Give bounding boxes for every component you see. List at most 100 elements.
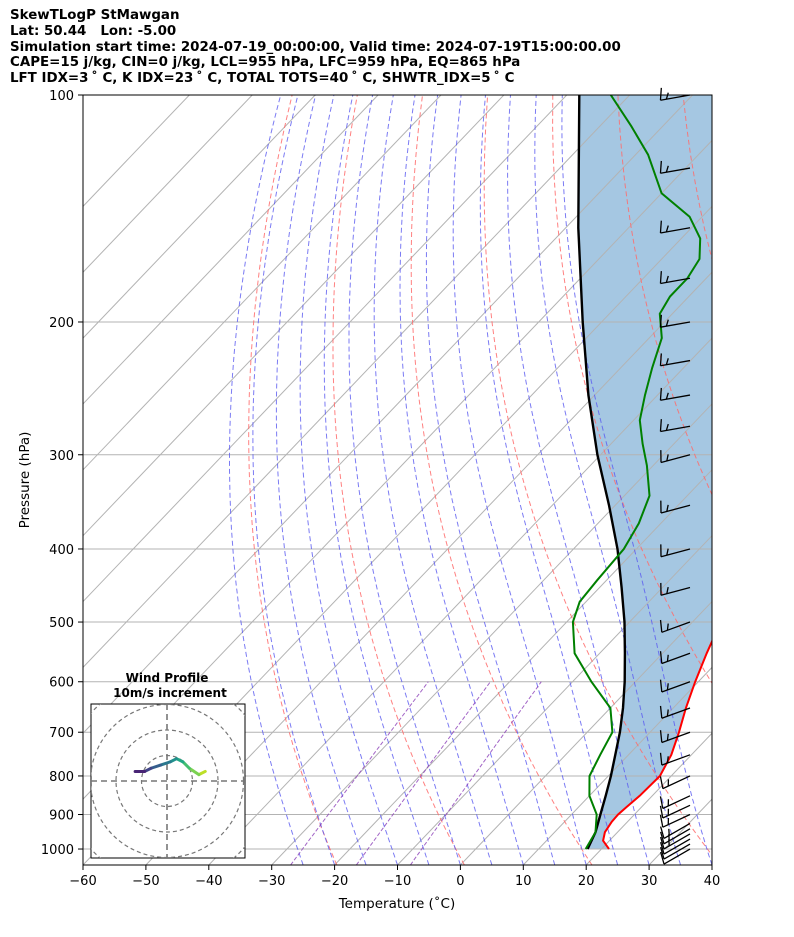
wind-barb-staff [663, 822, 691, 840]
wind-barb [659, 838, 691, 855]
wind-barb-staff [660, 504, 691, 514]
wind-barb [659, 387, 691, 401]
moist-adiabat [229, 95, 304, 865]
wind-barb-flag [659, 752, 663, 766]
moist-adiabat [348, 95, 461, 865]
isotherm-gridline [145, 271, 712, 865]
isotherm-gridline [83, 95, 693, 734]
x-axis-label: Temperature (˚C) [338, 895, 456, 912]
wind-barb-flag [665, 92, 669, 100]
wind-barb-flag [665, 319, 669, 327]
mixing-ratio-line [355, 681, 491, 865]
wind-barb-flag [659, 220, 662, 234]
wind-barb-staff [663, 828, 691, 845]
x-tick-label: 10 [515, 874, 532, 889]
wind-barb-flag [665, 358, 669, 365]
moist-adiabat [323, 95, 430, 865]
wind-barb [660, 582, 691, 596]
chart-header: SkewTLogP StMawgan Lat: 50.44 Lon: -5.00… [10, 8, 621, 87]
wind-barb-staff [660, 454, 691, 464]
wind-barb-flag [666, 733, 669, 741]
temperature-line [602, 639, 712, 850]
wind-barb [659, 730, 691, 744]
y-tick-label: 500 [49, 616, 74, 631]
isotherm-gridline [83, 95, 568, 603]
x-tick-label: −60 [69, 874, 96, 889]
wind-barb-staff [661, 731, 691, 744]
wind-barb-flag [659, 314, 662, 328]
wind-barb-staff [660, 359, 691, 367]
moist-adiabat [425, 95, 556, 865]
moist-adiabat [275, 95, 367, 865]
wind-barb [659, 651, 691, 665]
wind-barb-staff [661, 652, 691, 665]
dry-adiabat [617, 95, 712, 496]
wind-barb-flag [659, 87, 662, 101]
moist-adiabat [452, 95, 587, 865]
isotherm-gridline [83, 95, 379, 405]
wind-barb [659, 220, 691, 234]
wind-barb-flag [659, 841, 665, 855]
wind-barb-staff [660, 394, 691, 401]
x-tick-label: 20 [578, 874, 595, 889]
wind-barb-flag [665, 165, 669, 173]
y-axis-label: Pressure (hPa) [17, 432, 33, 529]
dry-adiabat [483, 95, 712, 856]
wind-barb-flag [659, 796, 664, 809]
cape-area [578, 95, 712, 849]
wind-barb-flag [666, 504, 669, 512]
wind-barb-staff [663, 843, 691, 860]
wind-barb-staff [660, 227, 691, 234]
wind-barb-flag [659, 353, 662, 366]
wind-barb-staff [661, 681, 691, 693]
wind-barb-flag [659, 387, 662, 401]
dewpoint-line [571, 95, 702, 850]
x-tick-label: −20 [321, 874, 348, 889]
isotherm-gridline [585, 732, 712, 865]
wind-barb [660, 544, 691, 558]
wind-barb-flag [665, 392, 669, 400]
wind-barb-flag [666, 654, 669, 662]
wind-barb-flag [666, 548, 669, 556]
moist-adiabat [252, 95, 336, 865]
hodograph-segment [181, 760, 191, 770]
wind-barb-flag [659, 814, 664, 828]
wind-barb [660, 500, 691, 514]
wind-barb-flag [659, 419, 662, 432]
wind-barb [659, 848, 691, 865]
moist-adiabat [561, 95, 712, 865]
wind-barb-staff [662, 813, 691, 828]
isotherm-gridline [208, 337, 712, 865]
y-tick-label: 300 [49, 449, 74, 464]
wind-barb-staff [662, 775, 691, 790]
wind-barb [659, 679, 691, 693]
wind-barb [659, 775, 691, 790]
wind-barb [659, 752, 691, 766]
x-tick-label: −40 [195, 874, 222, 889]
wind-barb-flag [666, 587, 669, 594]
wind-barb-staff [662, 804, 691, 819]
wind-barb [659, 314, 691, 328]
isotherm-gridline [83, 95, 316, 339]
y-tick-label: 1000 [41, 843, 74, 858]
x-tick-label: −10 [384, 874, 411, 889]
wind-barb-flag [659, 836, 665, 850]
wind-barb-flag [666, 756, 669, 764]
y-tick-label: 400 [49, 543, 74, 558]
wind-barb-flag [665, 423, 669, 431]
moist-adiabat [479, 95, 619, 865]
wind-barb-flag [665, 275, 669, 283]
dry-adiabat [410, 95, 593, 865]
wind-barb-flag [659, 730, 663, 743]
wind-barb-flag [659, 271, 662, 284]
wind-barb-flag [659, 847, 665, 860]
wind-barb-flag [659, 160, 662, 174]
isotherm-gridline [334, 469, 712, 865]
x-tick-label: −50 [132, 874, 159, 889]
wind-barb-staff [660, 277, 691, 285]
wind-barb [659, 804, 691, 819]
wind-barb [659, 705, 691, 719]
dry-adiabat [748, 95, 794, 865]
moist-adiabat [399, 95, 524, 865]
